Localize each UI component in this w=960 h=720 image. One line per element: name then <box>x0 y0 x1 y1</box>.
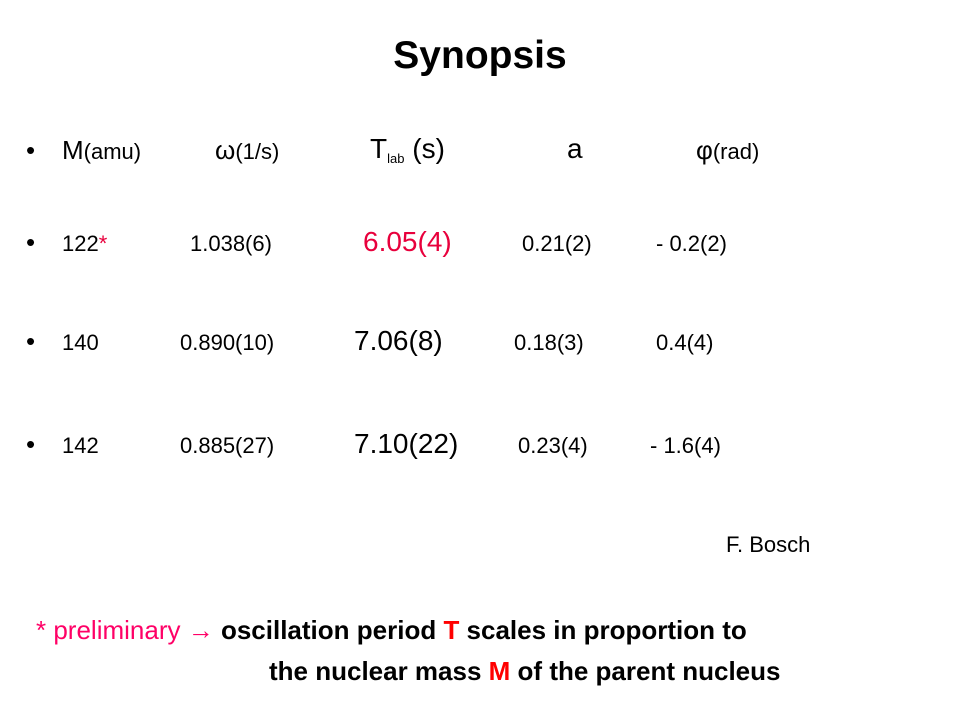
mass-value: 122* <box>62 231 107 257</box>
bullet: • <box>26 227 36 257</box>
t-value: 6.05(4) <box>363 226 452 257</box>
note-text-a: oscillation period <box>220 615 444 645</box>
a-value: 0.21(2) <box>522 231 592 256</box>
phi-value: 0.4(4) <box>656 330 714 355</box>
t-value: 7.06(8) <box>354 325 443 356</box>
mass-number: 122 <box>62 231 99 256</box>
preliminary-star: * <box>98 231 108 256</box>
omega-symbol: ω <box>215 135 236 165</box>
t-symbol: T <box>370 133 388 164</box>
mass-symbol: M <box>62 135 84 165</box>
omega-unit: (1/s) <box>235 139 280 164</box>
a-value: 0.23(4) <box>518 433 588 458</box>
bullet: • <box>26 326 36 356</box>
t-value: 7.10(22) <box>354 428 459 459</box>
note-text-d: of the parent nucleus <box>510 656 781 686</box>
note-text-c: the nuclear mass <box>269 656 489 686</box>
note-line-2: the nuclear mass M of the parent nucleus <box>269 656 780 687</box>
t-subscript: lab <box>387 151 405 166</box>
note-symbol-M: M <box>488 656 511 686</box>
mass-value: 140 <box>62 330 99 355</box>
t-header: Tlab (s) <box>370 133 445 166</box>
slide-title: Synopsis <box>393 34 567 77</box>
mass-header: M(amu) <box>62 135 141 166</box>
note-line-1: * preliminary → oscillation period T sca… <box>36 615 747 646</box>
phi-header: φ(rad) <box>696 135 759 166</box>
preliminary-label: * preliminary → <box>36 615 214 645</box>
note-symbol-T: T <box>443 615 460 645</box>
a-value: 0.18(3) <box>514 330 584 355</box>
data-row-140: • 140 0.890(10) 7.06(8) 0.18(3) 0.4(4) <box>0 324 960 374</box>
author-credit: F. Bosch <box>726 532 811 557</box>
data-row-122: • 122* 1.038(6) 6.05(4) 0.21(2) - 0.2(2) <box>0 225 960 275</box>
phi-unit: (rad) <box>712 139 760 164</box>
phi-symbol: φ <box>696 135 713 165</box>
note-text-b: scales in proportion to <box>459 615 747 645</box>
bullet: • <box>26 135 36 165</box>
omega-value: 0.890(10) <box>180 330 275 355</box>
mass-value: 142 <box>62 433 99 458</box>
omega-value: 0.885(27) <box>180 433 275 458</box>
omega-value: 1.038(6) <box>190 231 272 256</box>
phi-value: - 1.6(4) <box>650 433 721 458</box>
t-unit: (s) <box>404 133 445 164</box>
omega-header: ω(1/s) <box>215 135 279 166</box>
data-row-142: • 142 0.885(27) 7.10(22) 0.23(4) - 1.6(4… <box>0 427 960 477</box>
phi-value: - 0.2(2) <box>656 231 727 256</box>
bullet: • <box>26 429 36 459</box>
header-row: • M(amu) ω(1/s) Tlab (s) a φ(rad) <box>0 133 960 183</box>
mass-unit: (amu) <box>83 139 142 164</box>
a-header: a <box>567 133 583 164</box>
